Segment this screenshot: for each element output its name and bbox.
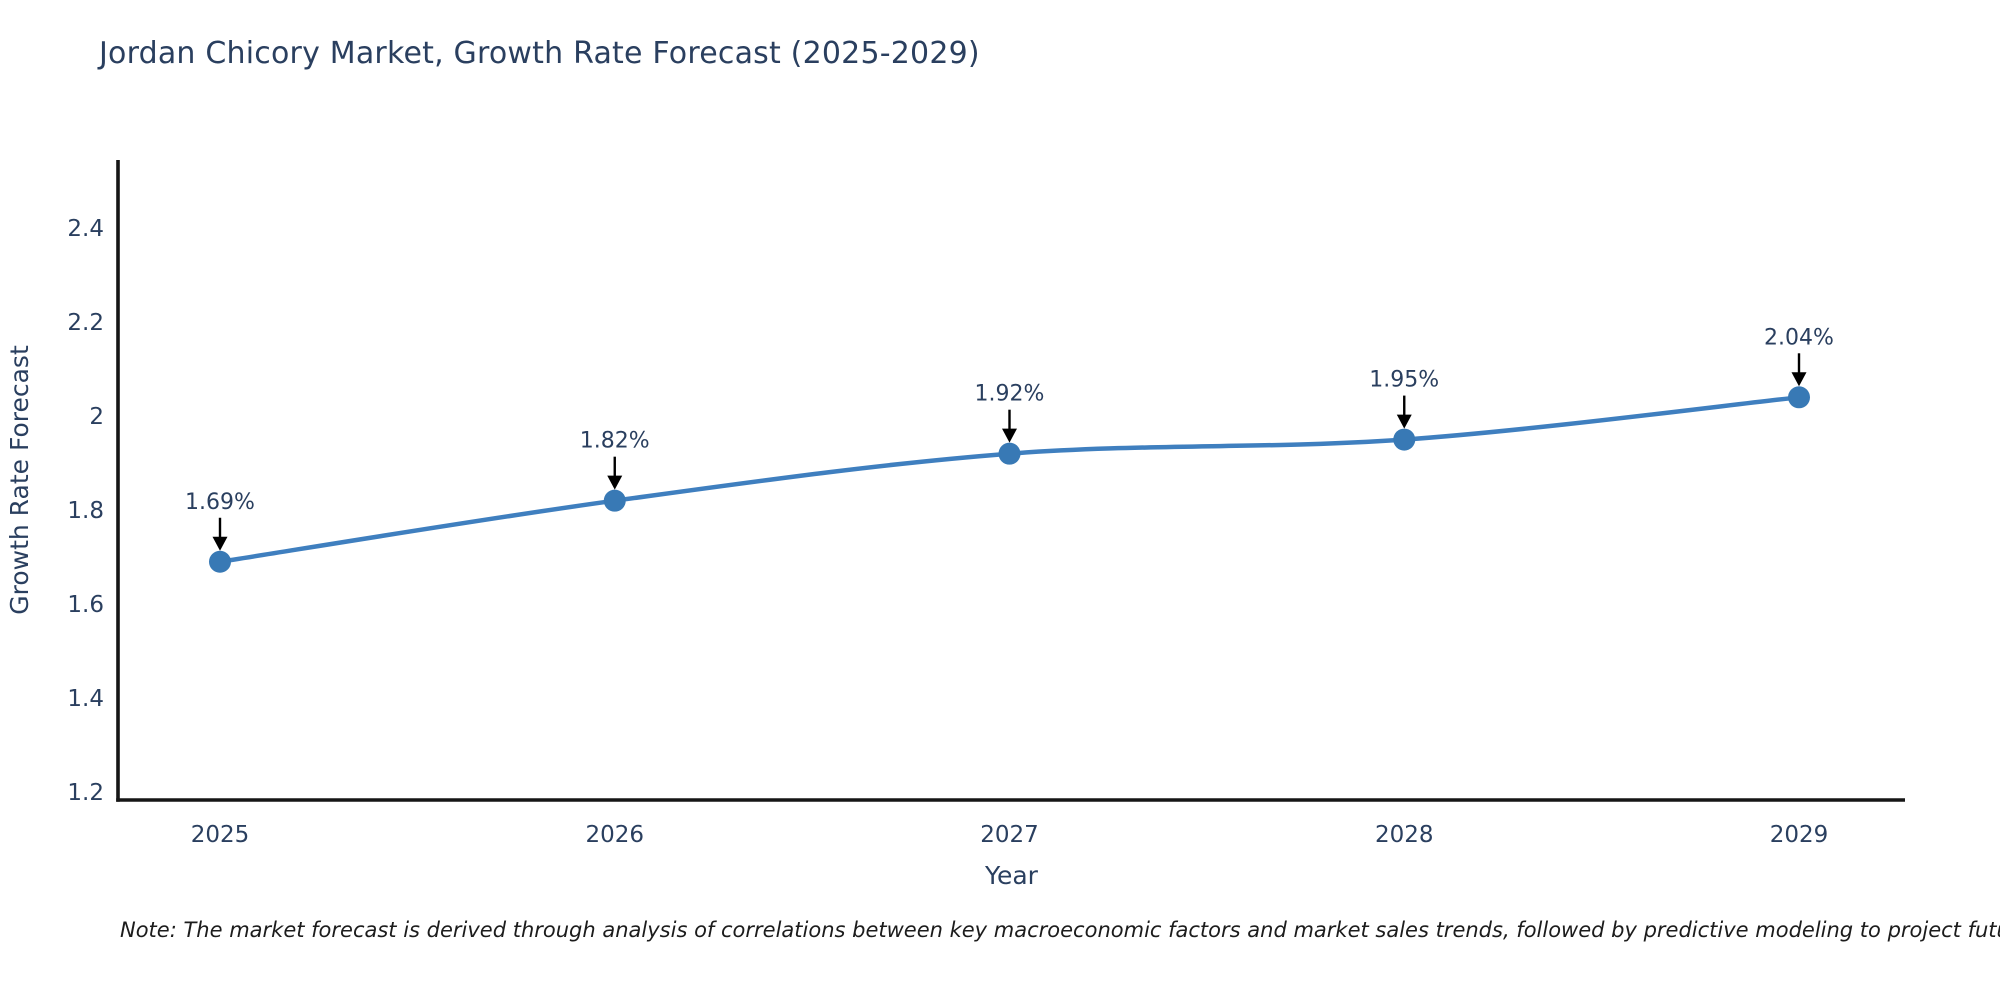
annotation-arrowhead [1396,414,1412,429]
y-tick-label: 2.2 [67,310,104,336]
annotation-arrowhead [1002,428,1017,443]
annotation-arrowhead [607,475,623,490]
y-tick-label: 2.4 [67,216,104,242]
annotation-label: 1.95% [1369,368,1439,393]
y-tick-label: 2 [89,404,104,430]
data-point-marker [1393,428,1416,451]
x-tick-label: 2027 [980,822,1039,848]
x-tick-label: 2029 [1770,822,1829,848]
x-tick-label: 2028 [1375,822,1434,848]
footnote: Note: The market forecast is derived thr… [120,918,2000,942]
annotation-arrowhead [212,536,228,551]
data-point-marker [209,550,231,573]
annotation-label: 1.92% [975,382,1045,407]
annotation-label: 2.04% [1764,325,1834,350]
x-tick-label: 2026 [585,822,644,848]
x-tick-label: 2025 [191,822,250,848]
annotation-label: 1.82% [580,429,650,454]
y-tick-label: 1.8 [67,498,104,524]
chart-title: Jordan Chicory Market, Growth Rate Forec… [99,36,980,71]
x-axis-title: Year [984,861,1039,890]
annotation-label: 1.69% [185,490,255,515]
y-axis-title: Growth Rate Forecast [5,345,34,615]
data-point-marker [603,489,626,512]
y-tick-label: 1.6 [67,592,104,618]
annotation-arrowhead [1791,372,1807,387]
data-point-marker [1788,386,1810,409]
y-tick-label: 1.4 [67,686,104,712]
data-point-marker [998,442,1021,465]
y-tick-label: 1.2 [67,780,104,806]
